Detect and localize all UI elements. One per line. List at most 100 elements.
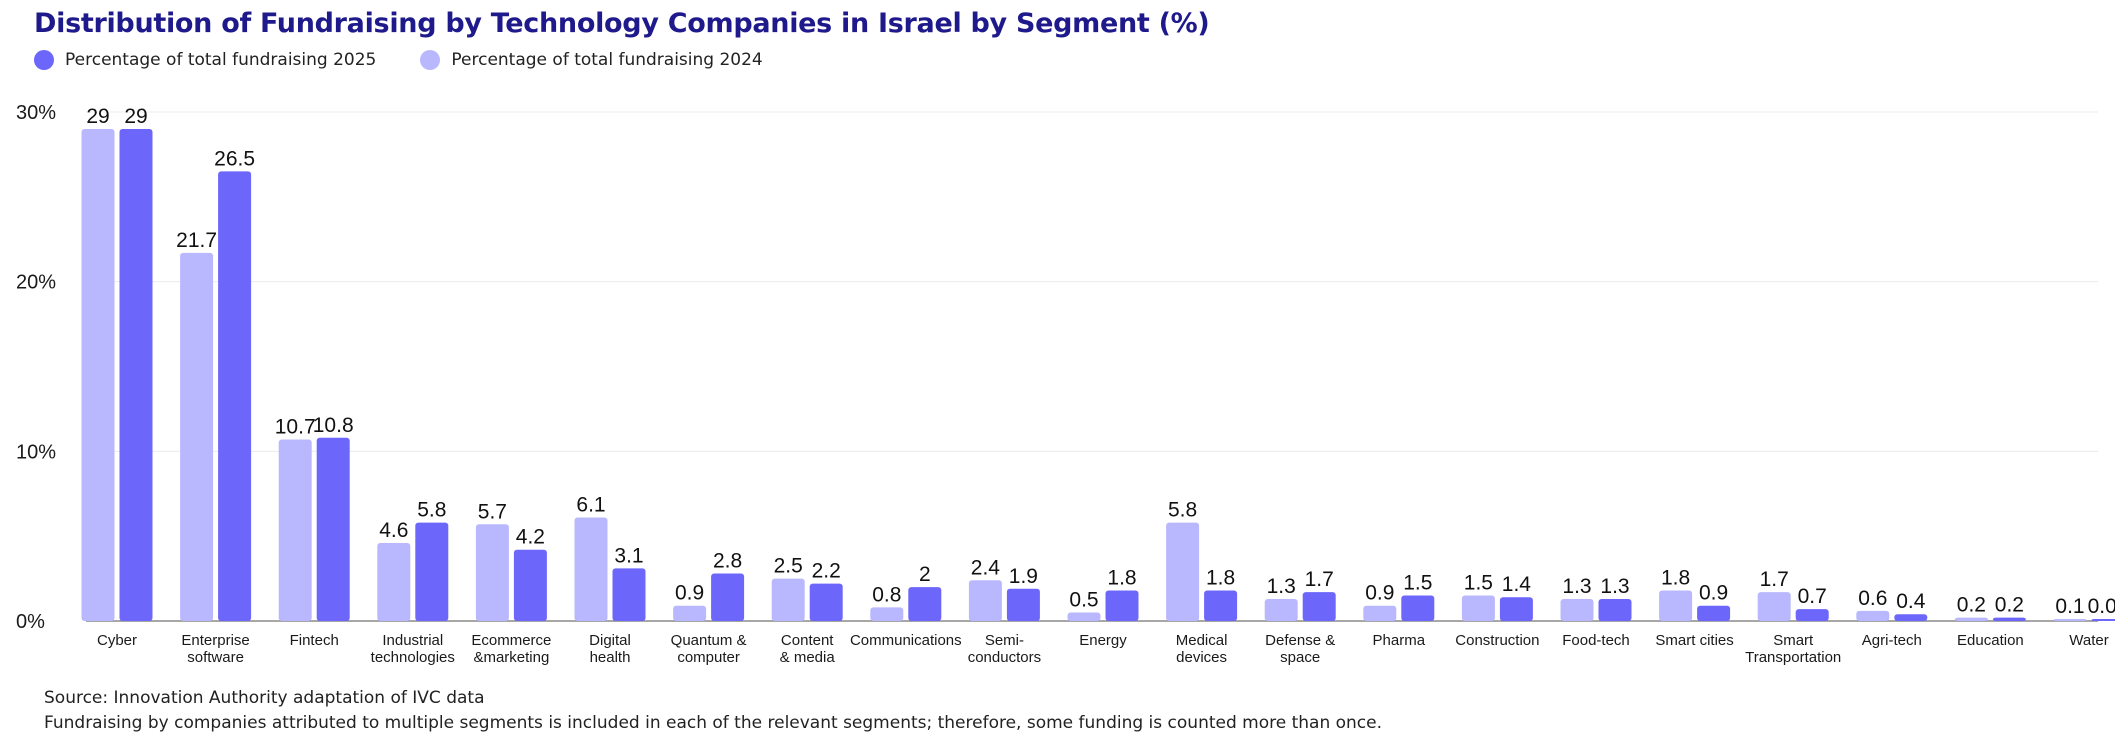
x-tick-label: Digital [589,632,631,649]
bar [2053,619,2087,621]
data-label: 26.5 [214,147,255,170]
bar [119,128,153,621]
data-label: 21.7 [176,229,217,252]
data-label: 2.8 [713,549,742,572]
bar [1204,590,1238,621]
bar [1264,598,1298,621]
data-label: 1.7 [1760,568,1789,591]
data-label: 1.3 [1267,575,1296,598]
bar [180,252,214,621]
bar [673,605,707,621]
bar [574,517,608,621]
x-tick-label: Cyber [97,632,137,649]
x-tick-label: Food-tech [1562,632,1630,649]
data-label: 0.5 [1069,589,1098,612]
x-tick-label: technologies [371,649,455,666]
bar [513,549,547,621]
data-label: 4.2 [516,526,545,549]
data-label: 1.8 [1107,566,1136,589]
x-tick-label: software [187,649,244,666]
bar [1697,605,1731,621]
x-tick-label: Smart cities [1655,632,1733,649]
x-tick-label: Fintech [290,632,339,649]
bar [1894,614,1928,621]
data-label: 1.5 [1403,572,1432,595]
bar [475,524,509,621]
data-label: 1.8 [1206,566,1235,589]
bar [612,568,646,621]
bar [870,607,904,621]
y-tick-label: 20% [16,272,56,294]
x-tick-label: Medical [1176,632,1228,649]
bar [1795,609,1829,621]
bar [218,171,252,621]
x-tick-label: Smart [1773,632,1814,649]
bar [415,522,449,621]
bar [2091,619,2115,621]
bar [316,437,350,621]
bar [771,578,805,621]
x-tick-label: Industrial [382,632,443,649]
data-label: 0.6 [1858,587,1887,610]
data-label: 1.3 [1562,575,1591,598]
chart-title: Distribution of Fundraising by Technolog… [34,8,1210,39]
data-label: 0.9 [1699,582,1728,605]
legend: Percentage of total fundraising 2025 Per… [34,50,807,70]
disclaimer-note: Fundraising by companies attributed to m… [44,713,1383,733]
data-label: 29 [86,105,109,128]
x-tick-label: conductors [968,649,1041,666]
x-tick-label: Content [781,632,834,649]
y-tick-label: 30% [16,102,56,124]
y-tick-label: 10% [16,441,56,463]
data-label: 5.8 [1168,499,1197,522]
data-label: 10.7 [275,415,316,438]
data-label: 0.1 [2055,595,2084,618]
bar [1363,605,1397,621]
data-label: 0.7 [1798,585,1827,608]
x-tick-label: Construction [1455,632,1539,649]
data-label: 5.7 [478,500,507,523]
data-label: 1.4 [1502,573,1532,596]
x-tick-label: devices [1176,649,1227,666]
legend-item-2025: Percentage of total fundraising 2025 [34,50,376,70]
bar-chart: 0%10%20%30% 29 29Cyber21.726.5Enterpriseso… [16,102,2115,666]
bar [1067,612,1101,621]
data-label: 0.04 [2088,595,2115,618]
x-tick-label: health [590,649,631,666]
bar [1856,610,1890,621]
data-label: 1.5 [1464,572,1493,595]
bar [278,439,312,621]
data-label: 0.9 [675,582,704,605]
x-tick-label: Quantum & [671,632,747,649]
data-label: 6.1 [576,494,605,517]
x-tick-label: Semi- [985,632,1024,649]
data-label: 10.8 [313,414,354,437]
data-label: 0.2 [1957,594,1986,617]
bar [1659,590,1693,621]
source-note: Source: Innovation Authority adaptation … [44,688,485,708]
data-label: 29 [124,105,147,128]
data-label: 0.9 [1365,582,1394,605]
data-label: 1.7 [1305,568,1334,591]
bar [1499,597,1533,621]
bar [968,580,1002,621]
legend-item-2024: Percentage of total fundraising 2024 [420,50,763,70]
data-label: 5.8 [417,499,446,522]
x-tick-label: Water [2069,632,2108,649]
data-label: 0.8 [872,583,901,606]
bar [1560,598,1594,621]
bar [1954,617,1988,621]
data-label: 2 [919,563,931,586]
x-tick-label: space [1280,649,1320,666]
data-label: 3.1 [614,544,643,567]
y-tick-label: 0% [16,611,45,633]
data-label: 0.4 [1896,590,1926,613]
x-tick-label: Pharma [1373,632,1426,649]
bar [377,542,411,621]
x-tick-label: Agri-tech [1862,632,1922,649]
legend-swatch-2024 [420,50,441,70]
data-label: 1.9 [1009,565,1038,588]
bar [1302,592,1336,621]
legend-label-2024: Percentage of total fundraising 2024 [451,50,763,70]
x-tick-label: Education [1957,632,2024,649]
